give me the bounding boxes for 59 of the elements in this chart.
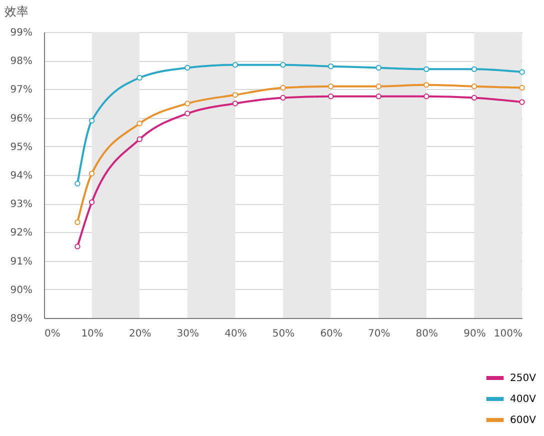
y-tick-label: 96% <box>10 113 32 124</box>
point <box>471 84 478 90</box>
x-tick-label: 70% <box>368 328 390 340</box>
x-tick-label: 30% <box>176 328 200 340</box>
y-tick-label: 95% <box>10 142 32 153</box>
point <box>184 100 190 106</box>
point <box>519 84 525 91</box>
x-tick-label: 80% <box>416 328 438 340</box>
x-tick-label: 10% <box>81 328 104 340</box>
point <box>136 136 142 142</box>
point <box>328 94 334 100</box>
y-tick-label: 93% <box>10 199 32 210</box>
y-tick-label: 90% <box>10 284 32 296</box>
y-tick-label: 92% <box>10 228 32 239</box>
x-tick-label: 0% <box>44 328 60 340</box>
point <box>136 120 142 126</box>
y-tick-label: 91% <box>10 256 32 268</box>
y-tick-label: 98% <box>10 56 32 68</box>
y-axis-title: 效率 <box>4 4 28 18</box>
point <box>424 94 430 100</box>
point <box>471 66 478 72</box>
y-tick-label: 97% <box>10 84 32 96</box>
legend-label: 600V <box>510 415 536 426</box>
x-tick-label: 60% <box>320 328 342 340</box>
point <box>74 244 80 250</box>
point <box>184 64 190 71</box>
point <box>232 62 238 68</box>
point <box>280 84 286 91</box>
x-tick-label: 50% <box>272 328 295 340</box>
y-tick-label: 89% <box>10 314 32 324</box>
y-tick-label: 94% <box>10 170 32 182</box>
point <box>74 180 80 186</box>
point <box>519 99 525 105</box>
point <box>328 84 334 90</box>
point <box>376 94 382 100</box>
point <box>376 84 382 90</box>
point <box>88 170 95 176</box>
point <box>280 94 286 101</box>
point <box>74 219 80 226</box>
point <box>471 94 478 101</box>
legend-label: 400V <box>510 394 536 405</box>
point <box>232 100 238 106</box>
x-tick-label: 100% <box>494 328 522 340</box>
point <box>136 74 142 81</box>
x-tick-label: 20% <box>128 328 152 340</box>
point <box>88 118 95 124</box>
point <box>280 62 286 68</box>
x-tick-label: 40% <box>224 328 247 340</box>
point <box>424 82 430 88</box>
point <box>328 63 334 70</box>
point <box>184 110 190 116</box>
point <box>424 66 430 72</box>
point <box>519 69 525 75</box>
point <box>88 199 95 206</box>
point <box>232 92 238 98</box>
legend-label: 250V <box>510 373 536 384</box>
point <box>376 64 382 71</box>
x-tick-label: 90% <box>464 328 486 340</box>
y-tick-label: 99% <box>10 28 32 38</box>
